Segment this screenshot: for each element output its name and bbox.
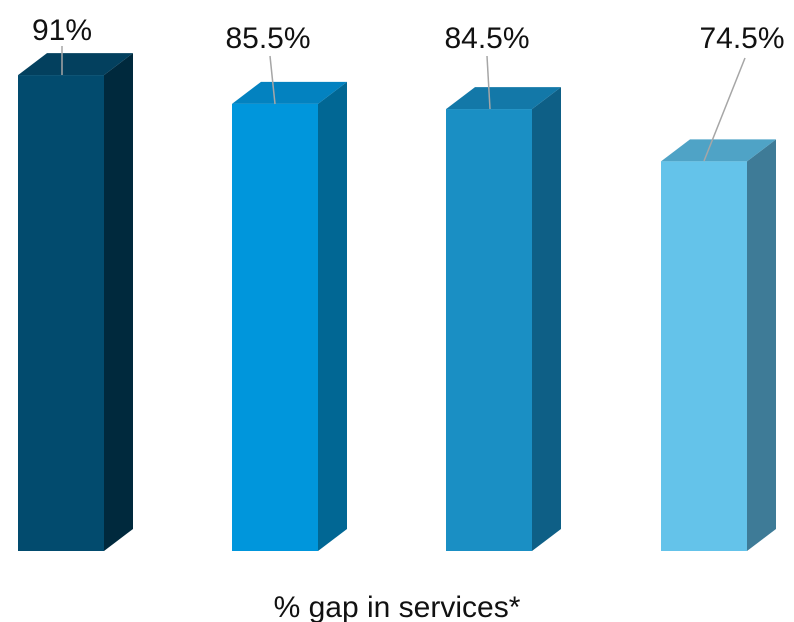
- bar-front-face: [232, 103, 318, 552]
- bar: [18, 53, 133, 551]
- bar: [446, 87, 561, 551]
- value-labels-group: 91% 85.5% 84.5% 74.5%: [32, 14, 785, 162]
- bar-front-face: [18, 75, 104, 551]
- data-label: 91%: [32, 14, 92, 47]
- bar-side-face: [747, 139, 776, 552]
- bar-top-face: [446, 87, 561, 110]
- bar-top-face: [661, 139, 776, 162]
- leader-line: [486, 55, 491, 110]
- bar: [232, 81, 347, 552]
- data-label: 85.5%: [225, 22, 310, 55]
- leader-line: [269, 55, 276, 105]
- x-axis-title: % gap in services*: [274, 591, 521, 622]
- bar-front-face: [661, 161, 747, 552]
- data-label: 74.5%: [699, 22, 784, 55]
- bar: [661, 139, 776, 552]
- bar-top-face: [232, 81, 347, 104]
- bars-group: [18, 53, 776, 552]
- leader-line: [703, 57, 746, 162]
- bar-side-face: [532, 87, 561, 551]
- bar-front-face: [446, 109, 532, 551]
- bar-side-face: [104, 53, 133, 551]
- data-label: 84.5%: [444, 22, 529, 55]
- bar-top-face: [18, 53, 133, 76]
- bar-side-face: [318, 81, 347, 552]
